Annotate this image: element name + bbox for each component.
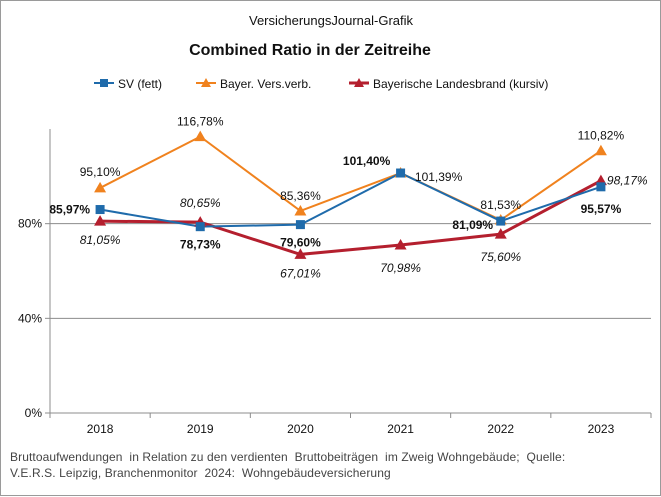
data-point-marker [494, 228, 507, 239]
data-label: 80,65% [180, 196, 221, 210]
series-line-2 [99, 135, 602, 222]
x-tick-label: 2019 [187, 422, 214, 436]
data-point-marker [594, 144, 607, 156]
data-point-marker [496, 216, 506, 226]
chart-super-title: VersicherungsJournal-Grafik [249, 13, 414, 28]
data-point-marker [294, 204, 307, 216]
data-label: 70,98% [380, 261, 421, 275]
y-tick-label: 0% [25, 406, 43, 420]
x-tick-label: 2018 [87, 422, 114, 436]
data-label: 85,97% [49, 203, 90, 217]
x-tick-label: 2020 [287, 422, 314, 436]
x-tick-label: 2022 [487, 422, 514, 436]
data-point-marker [396, 168, 406, 178]
legend-marker-square-icon [100, 79, 108, 87]
legend-label-1: SV (fett) [118, 77, 162, 91]
source-line-2: V.E.R.S. Leipzig, Branchenmonitor 2024: … [10, 466, 391, 480]
data-label: 95,57% [581, 202, 622, 216]
data-label: 85,36% [280, 189, 321, 203]
data-label: 110,82% [578, 129, 625, 143]
data-label: 78,73% [180, 238, 221, 252]
y-tick-label: 80% [18, 217, 42, 231]
source-note: Bruttoaufwendungen in Relation zu den ve… [10, 449, 650, 481]
data-label: 81,53% [480, 198, 521, 212]
data-point-marker [194, 130, 207, 142]
data-point-marker [94, 181, 107, 193]
chart-title: Combined Ratio in der Zeitreihe [189, 42, 431, 59]
data-label: 101,39% [415, 170, 463, 184]
data-point-marker [94, 215, 107, 226]
data-point-marker [295, 220, 305, 230]
data-label: 81,09% [452, 218, 493, 232]
series-line-1 [99, 172, 602, 228]
data-point-marker [195, 222, 205, 232]
data-label: 75,60% [480, 250, 521, 264]
x-tick-label: 2021 [387, 422, 414, 436]
data-point-marker [294, 248, 307, 259]
legend-label-3: Bayerische Landesbrand (kursiv) [373, 77, 548, 91]
legend-marker-triangle-icon [201, 78, 211, 87]
legend-label-2: Bayer. Vers.verb. [220, 77, 311, 91]
legend-marker-triangle-icon [354, 78, 364, 87]
data-label: 67,01% [280, 266, 321, 280]
y-tick-label: 40% [18, 311, 42, 325]
data-point-marker [95, 205, 105, 215]
data-point-marker [394, 239, 407, 250]
data-label: 98,17% [607, 174, 648, 188]
source-line-1: Bruttoaufwendungen in Relation zu den ve… [10, 450, 566, 464]
data-label: 81,05% [80, 233, 121, 247]
x-tick-label: 2023 [588, 422, 615, 436]
data-point-marker [596, 182, 606, 192]
series-line-3 [100, 179, 602, 256]
data-label: 116,78% [177, 115, 224, 129]
data-label: 79,60% [280, 236, 321, 250]
data-label: 101,40% [343, 154, 391, 168]
data-label: 95,10% [80, 165, 121, 179]
